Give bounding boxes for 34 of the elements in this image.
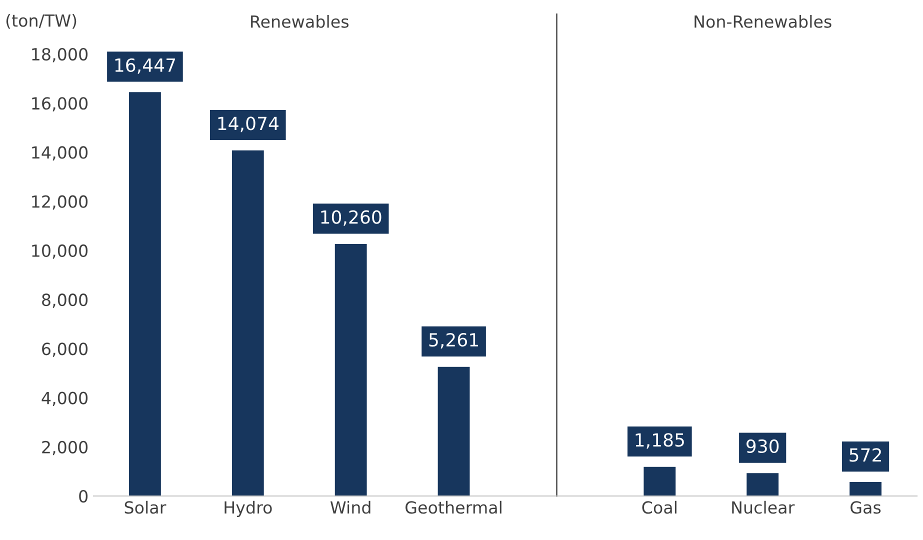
x-tick-label: Nuclear bbox=[732, 500, 795, 514]
x-tick-label: Coal bbox=[642, 500, 676, 514]
x-tick-label: Geothermal bbox=[406, 500, 502, 514]
x-tick-label: Hydro bbox=[224, 500, 272, 517]
bar bbox=[232, 150, 264, 496]
y-tick-label: 0 bbox=[79, 490, 88, 503]
bar bbox=[129, 92, 161, 496]
data-label: 14,074 bbox=[218, 116, 278, 132]
y-tick-label: 18,000 bbox=[32, 48, 88, 62]
text: Non-Renewables bbox=[694, 14, 832, 28]
x-tick-label: Solar bbox=[124, 500, 166, 514]
y-tick-label: 12,000 bbox=[32, 195, 88, 210]
bar bbox=[438, 366, 470, 496]
y-axis-title: (ton/TW) bbox=[6, 14, 76, 29]
y-tick-label: 8,000 bbox=[42, 294, 88, 308]
bar bbox=[334, 244, 367, 496]
y-tick-label: 16,000 bbox=[32, 97, 88, 112]
bar bbox=[644, 466, 676, 496]
x-tick-label: Gas bbox=[850, 501, 881, 514]
y-tick-label: 14,000 bbox=[32, 146, 88, 160]
y-tick-label: 4,000 bbox=[42, 392, 88, 406]
data-label: 5,261 bbox=[429, 332, 478, 348]
bar bbox=[850, 482, 882, 496]
data-label: 10,260 bbox=[321, 210, 382, 226]
text: Renewables bbox=[251, 14, 349, 28]
data-label: 572 bbox=[850, 448, 881, 462]
data-label: 1,185 bbox=[636, 433, 684, 449]
data-label: 930 bbox=[746, 439, 779, 453]
y-tick-label: 10,000 bbox=[32, 244, 88, 259]
data-label: 16,447 bbox=[115, 58, 176, 74]
bar bbox=[746, 473, 779, 496]
y-tick-label: 2,000 bbox=[42, 440, 88, 456]
x-tick-label: Wind bbox=[330, 500, 370, 514]
y-tick-label: 6,000 bbox=[42, 342, 88, 357]
